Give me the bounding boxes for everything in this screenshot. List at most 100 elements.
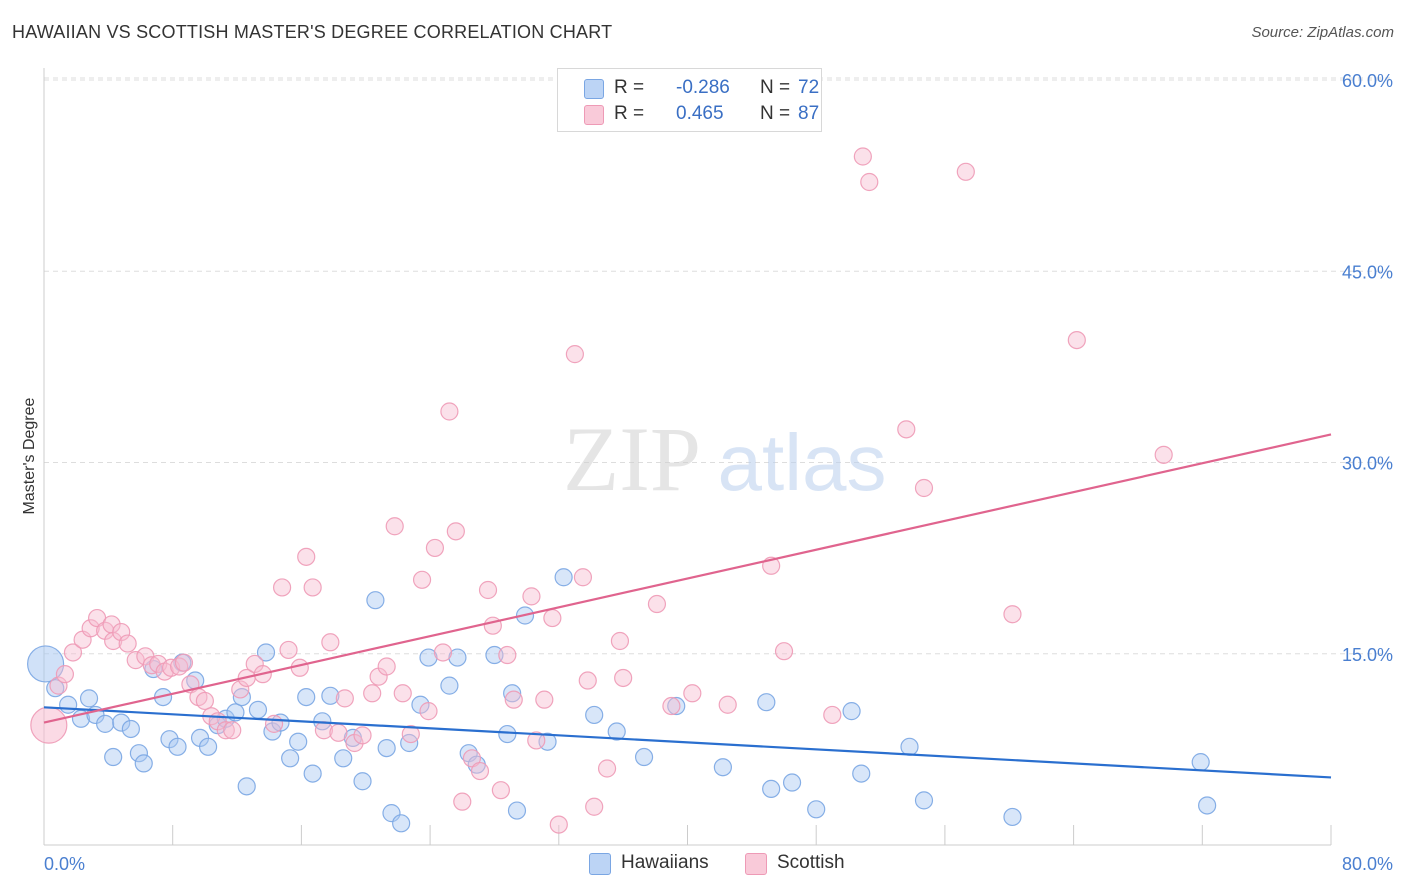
- legend-r-label: R =: [614, 77, 645, 98]
- scottish-point: [662, 696, 681, 716]
- hawaiians-points: [27, 568, 1217, 833]
- hawaiians-point: [554, 568, 573, 587]
- hawaiians-point: [392, 814, 411, 833]
- scottish-point: [1154, 445, 1173, 464]
- y-axis-label: Master's Degree: [21, 397, 38, 514]
- hawaiians-point: [507, 801, 527, 820]
- scottish-point: [647, 594, 667, 614]
- hawaiians-point: [134, 754, 153, 773]
- hawaiians-point: [757, 693, 776, 712]
- scottish-point: [174, 653, 194, 672]
- hawaiians-point: [498, 724, 517, 744]
- scottish-point: [543, 608, 562, 628]
- scottish-point: [1067, 331, 1086, 350]
- legend-n-label: N =: [760, 77, 791, 98]
- hawaiians-point: [168, 737, 187, 756]
- scottish-point: [504, 690, 523, 709]
- x-tick-label: 80.0%: [1342, 854, 1393, 874]
- hawaiians-point: [129, 744, 149, 763]
- hawaiians-point: [289, 732, 308, 751]
- scottish-point: [774, 642, 794, 661]
- legend-box: R = -0.286 N = 72 R = 0.465 N = 87: [557, 68, 822, 132]
- legend-r-value: 0.465: [676, 103, 724, 124]
- watermark-atlas: atlas: [718, 418, 887, 507]
- scottish-point: [897, 420, 916, 439]
- hawaiians-point: [121, 719, 140, 739]
- hawaiians-legend-swatch: [589, 853, 611, 875]
- scottish-point: [610, 631, 630, 651]
- scottish-point: [853, 147, 872, 166]
- hawaiians-trend-line: [43, 706, 1332, 779]
- scottish-point: [81, 619, 100, 638]
- hawaiians-point: [607, 722, 626, 741]
- scottish-point: [118, 634, 137, 653]
- scottish-point: [385, 517, 404, 536]
- trend-lines: [43, 433, 1332, 779]
- scottish-point: [223, 721, 242, 740]
- hawaiians-point: [232, 687, 251, 707]
- scottish-point: [353, 726, 372, 745]
- scottish-point: [279, 640, 298, 660]
- y-tick-label: 45.0%: [1342, 262, 1393, 282]
- y-tick-label: 30.0%: [1342, 454, 1393, 474]
- scottish-point: [585, 797, 604, 816]
- chart-title: HAWAIIAN VS SCOTTISH MASTER'S DEGREE COR…: [12, 22, 613, 42]
- hawaiians-point: [1003, 807, 1022, 827]
- legend-n-value: 87: [798, 103, 820, 124]
- hawaiians-point: [762, 779, 781, 799]
- hawaiians-point: [96, 714, 115, 733]
- hawaiians-point: [59, 695, 78, 714]
- hawaiians-point: [1191, 753, 1210, 772]
- y-tick-label: 15.0%: [1342, 645, 1393, 665]
- scottish-point: [321, 633, 340, 652]
- scottish-point: [49, 676, 68, 695]
- hawaiians-point: [237, 777, 256, 796]
- scottish-point: [498, 645, 517, 665]
- scottish-point: [412, 570, 432, 589]
- hawaiians-point: [440, 676, 459, 695]
- hawaiians-point: [248, 700, 268, 719]
- scottish-point: [597, 759, 617, 778]
- hawaiians-point: [27, 645, 65, 683]
- scottish-point: [1003, 605, 1022, 624]
- scottish-point: [446, 522, 465, 541]
- scottish-point: [491, 781, 510, 800]
- hawaiians-point: [321, 686, 340, 705]
- scottish-point: [565, 345, 584, 364]
- hawaiians-point: [782, 773, 802, 792]
- scottish-legend-label: Scottish: [777, 852, 845, 873]
- scottish-point: [535, 690, 554, 709]
- legend-n-label: N =: [760, 103, 791, 124]
- scottish-point: [440, 402, 459, 421]
- grid-lines: [44, 77, 1392, 655]
- scottish-point: [377, 657, 396, 676]
- scottish-point: [860, 172, 879, 192]
- scottish-point: [112, 622, 131, 642]
- scottish-point: [573, 568, 593, 587]
- hawaiians-point: [366, 591, 385, 610]
- scottish-point: [297, 547, 316, 566]
- legend-r-value: -0.286: [676, 77, 730, 98]
- scottish-point: [453, 792, 472, 811]
- scottish-point: [433, 643, 453, 662]
- scottish-point: [470, 761, 490, 781]
- scottish-point: [55, 665, 75, 684]
- hawaiians-point: [198, 737, 218, 756]
- scottish-point: [126, 651, 145, 670]
- scottish-point: [683, 684, 702, 703]
- watermark: ZIP atlas: [563, 408, 886, 510]
- scottish-point: [329, 723, 348, 742]
- hawaiians-point: [842, 702, 861, 721]
- scottish-point: [272, 578, 292, 597]
- scottish-point: [393, 684, 412, 703]
- scottish-point: [419, 702, 438, 721]
- hawaiians-swatch: [584, 79, 604, 99]
- hawaiians-point: [353, 772, 372, 791]
- hawaiians-point: [900, 737, 919, 756]
- y-tick-label: 60.0%: [1342, 71, 1393, 91]
- scottish-swatch: [584, 105, 604, 125]
- scottish-point: [231, 680, 250, 699]
- tick-labels: 15.0% 30.0% 45.0% 60.0% 0.0% 80.0%: [44, 71, 1393, 874]
- hawaiians-point: [713, 758, 732, 777]
- hawaiians-point: [807, 800, 826, 819]
